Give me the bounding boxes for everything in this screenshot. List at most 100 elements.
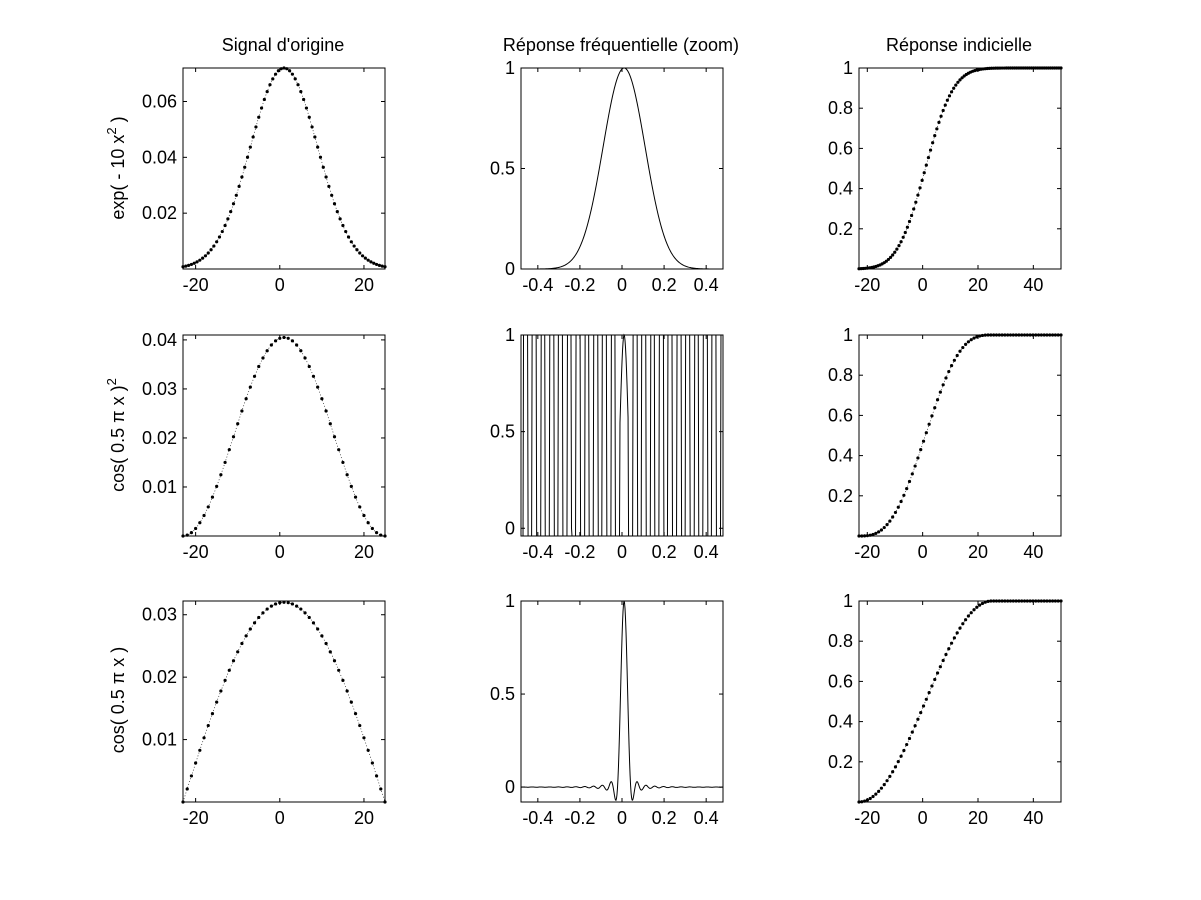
data-point (912, 207, 916, 211)
data-point (919, 448, 923, 452)
y-tick-label: 0.4 (828, 179, 853, 199)
data-point (956, 80, 960, 84)
data-point (231, 435, 236, 439)
data-point (1042, 333, 1046, 337)
data-point (288, 69, 292, 73)
data-point (975, 605, 979, 609)
data-point (983, 600, 987, 604)
data-point (185, 787, 189, 791)
data-point (379, 787, 383, 791)
data-point (1003, 599, 1007, 603)
data-point (935, 671, 940, 675)
data-point (286, 601, 290, 605)
data-point (916, 193, 920, 197)
data-point (885, 522, 889, 527)
data-point (1003, 333, 1007, 337)
data-point (966, 340, 971, 344)
data-point (1036, 333, 1041, 337)
y-tick-label: 1 (843, 58, 853, 78)
data-point (986, 599, 990, 604)
data-point (902, 748, 906, 753)
subplot-r0-c1: -0.4 -0.2 0 0.2 0.4 0 0.5 1 (490, 58, 724, 295)
data-point (273, 602, 278, 606)
x-tick-label: -0.4 (522, 808, 553, 828)
data-point (349, 484, 353, 488)
y-tick-label: 0.2 (828, 219, 853, 239)
data-point (1039, 333, 1043, 337)
data-point (265, 349, 269, 353)
data-point (330, 193, 334, 197)
data-point (1022, 333, 1027, 337)
data-point (318, 155, 323, 159)
axes-box (858, 600, 1062, 803)
x-tick-label: -0.4 (522, 542, 553, 562)
data-point (907, 479, 912, 484)
data-point (961, 622, 965, 626)
x-tick-label: -20 (854, 275, 880, 295)
data-point (1025, 333, 1029, 337)
data-point (307, 115, 311, 119)
x-tick-label: -0.4 (522, 275, 553, 295)
data-point (933, 406, 937, 410)
x-tick-label: -0.2 (564, 275, 595, 295)
data-point (888, 255, 893, 259)
data-point (1045, 599, 1049, 603)
data-point (370, 761, 374, 765)
data-point (316, 385, 320, 389)
data-point (910, 730, 914, 734)
data-point (184, 264, 188, 268)
data-point (369, 260, 373, 264)
column-title-original-signal: Signal d'origine (222, 35, 345, 55)
data-point (304, 106, 309, 110)
y-tick-label: 1 (843, 591, 853, 611)
axes-box (520, 67, 724, 270)
data-point (353, 712, 358, 716)
data-point (257, 364, 261, 369)
data-point (969, 611, 973, 615)
data-point (1048, 599, 1052, 603)
x-tick-label: 20 (354, 275, 374, 295)
data-point (980, 601, 985, 606)
data-point (860, 534, 864, 538)
data-point (210, 495, 215, 499)
data-point (947, 647, 951, 651)
data-point (1039, 599, 1043, 603)
data-point (1008, 599, 1013, 603)
row-ylabel-gaussian-tail: ) (108, 116, 128, 127)
y-tick-label: 0.6 (828, 671, 853, 691)
data-point (324, 641, 328, 646)
data-point (910, 213, 914, 218)
data-point (194, 526, 198, 531)
data-point (893, 250, 897, 254)
column-title-frequency-response: Réponse fréquentielle (zoom) (503, 35, 739, 55)
data-point (311, 621, 316, 625)
data-point (874, 792, 878, 796)
data-point (223, 460, 227, 465)
data-point (251, 135, 255, 139)
data-point (374, 774, 379, 778)
data-point (226, 217, 230, 221)
data-point (338, 217, 342, 221)
data-point (944, 652, 948, 657)
data-point (989, 599, 993, 603)
data-point (310, 125, 314, 129)
data-point (307, 615, 311, 620)
data-point (278, 336, 282, 340)
x-tick-label: 20 (354, 808, 374, 828)
data-point (905, 225, 910, 229)
y-tick-label: 0.6 (828, 138, 853, 158)
data-point (933, 134, 937, 138)
data-point (933, 677, 937, 682)
data-point (972, 608, 976, 612)
data-point (278, 601, 282, 605)
data-point (374, 531, 379, 535)
data-point (1014, 333, 1018, 337)
data-point (198, 521, 202, 525)
data-point (370, 526, 374, 531)
y-tick-label: 0.01 (142, 477, 177, 497)
x-tick-label: -0.2 (564, 808, 595, 828)
data-point (914, 200, 918, 204)
data-point (206, 723, 210, 728)
data-point (181, 800, 185, 804)
data-point (236, 422, 240, 426)
